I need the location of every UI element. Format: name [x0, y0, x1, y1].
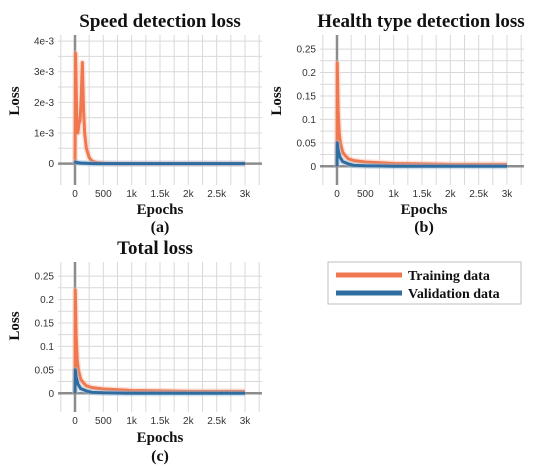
x-tick-label: 2k [445, 189, 457, 200]
x-tick-label: 2.5k [207, 416, 227, 427]
y-tick-label: 0.05 [297, 138, 317, 149]
validation-series-line [73, 368, 245, 395]
grid [58, 35, 262, 185]
y-tick-label: 0 [48, 159, 54, 170]
y-tick-label: 4e-3 [34, 37, 54, 48]
y-tick-label: 0 [310, 162, 316, 173]
y-tick-label: 0.05 [35, 365, 55, 376]
x-tick-label: 1k [126, 416, 138, 427]
x-tick-label: 2.5k [207, 189, 227, 200]
x-tick-label: 2k [183, 189, 195, 200]
panel-health-type-detection-loss: Health type detection loss Loss Epochs (… [269, 11, 525, 236]
x-tick-label: 1k [126, 189, 138, 200]
legend-label-validation: Validation data [408, 287, 500, 302]
x-tick-label: 0 [72, 416, 78, 427]
chart-title: Total loss [117, 238, 193, 259]
x-tick-label: 500 [95, 189, 112, 200]
validation-series-line [73, 160, 245, 166]
x-tick-label: 0 [72, 189, 78, 200]
x-tick-label: 2.5k [469, 189, 489, 200]
x-tick-label: 1.5k [413, 189, 433, 200]
legend-label-training: Training data [408, 269, 490, 284]
x-tick-label: 1.5k [151, 189, 171, 200]
x-tick-label: 500 [95, 416, 112, 427]
x-tick-label: 3k [502, 189, 514, 200]
y-tick-label: 0.15 [35, 318, 55, 329]
training-series-line [73, 288, 245, 394]
y-tick-label: 3e-3 [34, 67, 54, 78]
x-axis-label: Epochs [137, 430, 184, 446]
x-tick-label: 1.5k [151, 416, 171, 427]
chart-title: Speed detection loss [79, 11, 241, 32]
y-axis-label: Loss [7, 86, 23, 115]
legend: Training data Validation data [327, 261, 522, 305]
x-tick-label: 3k [240, 189, 252, 200]
x-axis-label: Epochs [401, 202, 448, 218]
x-tick-label: 1k [388, 189, 400, 200]
panel-label: (b) [414, 219, 434, 236]
y-tick-label: 2e-3 [34, 98, 54, 109]
y-tick-label: 0.2 [302, 68, 316, 79]
y-axis-label: Loss [269, 86, 285, 115]
y-tick-label: 0.25 [297, 45, 317, 56]
panel-total-loss: Total loss Loss Epochs (c) 0 0.05 0.1 0.15 0… [7, 238, 262, 465]
training-series-line [335, 61, 507, 167]
legend-box [327, 261, 522, 305]
y-axis-label: Loss [7, 311, 23, 340]
validation-series-line [335, 141, 507, 168]
y-tick-label: 0 [48, 389, 54, 400]
x-tick-label: 0 [334, 189, 340, 200]
y-tick-label: 0.25 [35, 272, 55, 283]
x-tick-label: 3k [240, 416, 252, 427]
panel-speed-detection-loss: Speed detection loss Loss Epochs (a) 0 1e… [7, 11, 262, 236]
panel-label: (c) [151, 448, 169, 465]
x-axis-label: Epochs [137, 202, 184, 218]
y-tick-label: 0.15 [297, 91, 317, 102]
x-tick-label: 2k [183, 416, 195, 427]
y-tick-label: 0.1 [40, 342, 54, 353]
panel-label: (a) [151, 219, 170, 236]
chart-title: Health type detection loss [317, 11, 524, 32]
y-tick-label: 1e-3 [34, 128, 54, 139]
y-tick-label: 0.2 [40, 295, 54, 306]
x-tick-label: 500 [357, 189, 374, 200]
y-tick-label: 0.1 [302, 115, 316, 126]
